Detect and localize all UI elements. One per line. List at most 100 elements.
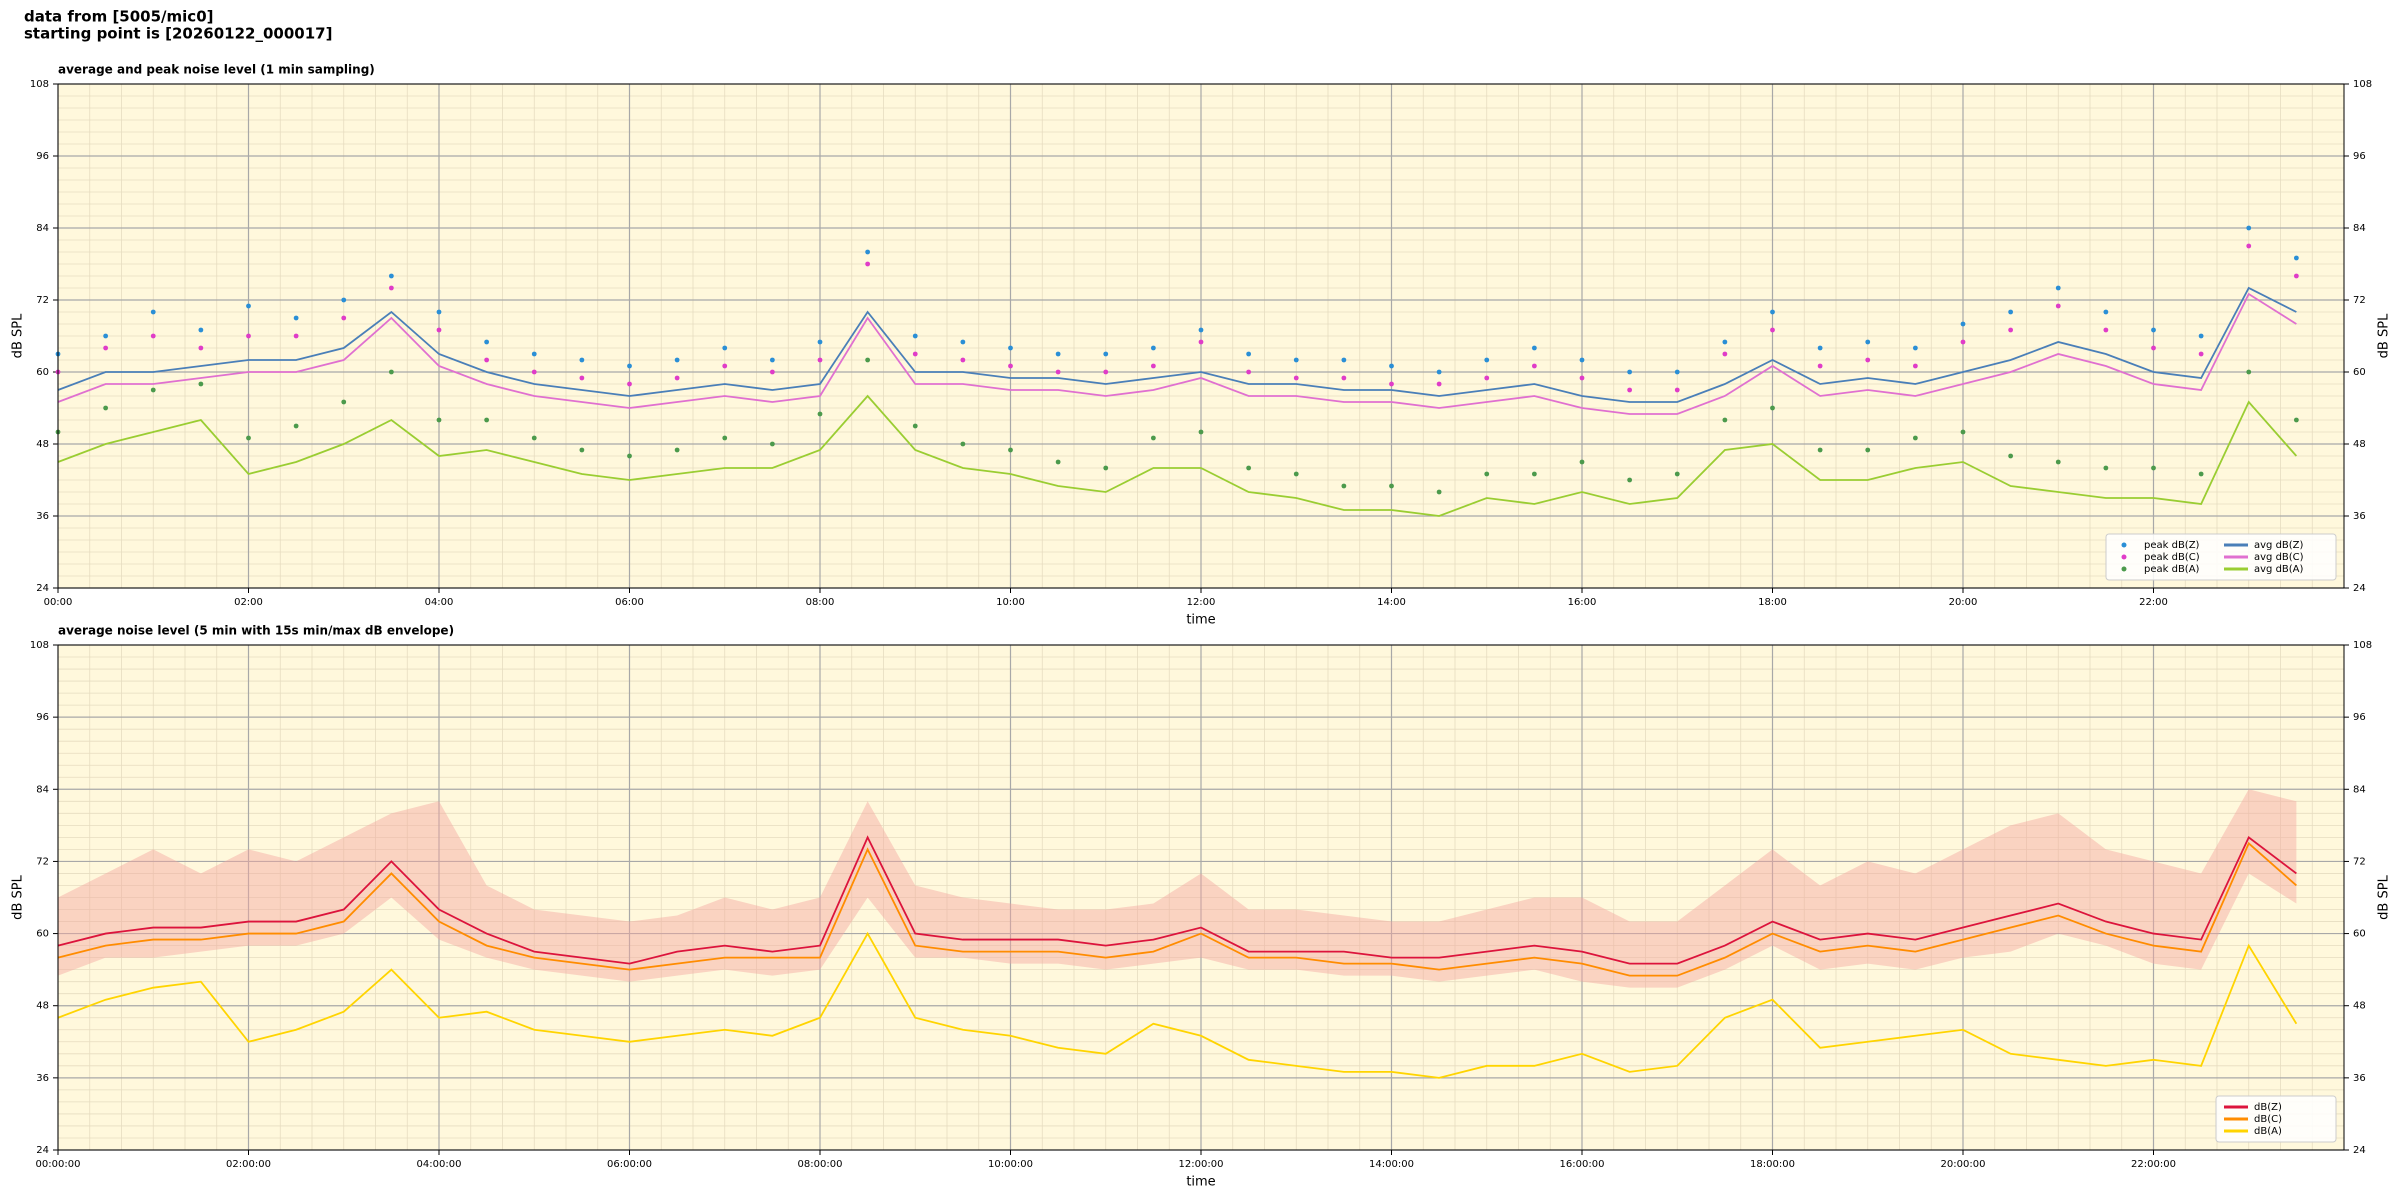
y-tick-label: 36: [36, 1073, 49, 1084]
peak-point: [627, 363, 632, 369]
peak-point: [1198, 429, 1204, 435]
peak-point: [150, 387, 156, 393]
peak-point: [1055, 459, 1061, 465]
y2-tick-label: 72: [2353, 856, 2366, 867]
y-tick-label: 48: [36, 439, 49, 450]
x-tick-label: 04:00:00: [417, 1159, 462, 1170]
peak-point: [2246, 225, 2252, 231]
peak-point: [1246, 465, 1252, 471]
y2-tick-label: 24: [2353, 1145, 2366, 1156]
envelope-band: [58, 789, 2297, 988]
peak-point: [1674, 369, 1680, 375]
peak-point: [674, 357, 680, 363]
peak-point: [341, 297, 347, 303]
peak-point: [1865, 447, 1871, 453]
peak-point: [1960, 321, 1966, 327]
header-line: data from [5005/mic0]: [24, 8, 214, 26]
peak-point: [1770, 327, 1775, 333]
legend-box: [2105, 533, 2337, 581]
peak-point: [1103, 351, 1109, 357]
x-tick-label: 22:00: [2139, 597, 2168, 608]
peak-point: [341, 315, 347, 321]
y2-axis-label: dB SPL: [2377, 874, 2392, 919]
y-tick-label: 36: [36, 511, 49, 522]
peak-point: [198, 345, 204, 351]
peak-point: [2293, 255, 2299, 261]
peak-point: [1531, 345, 1537, 351]
peak-point: [1341, 375, 1347, 381]
series-line: [57, 835, 2297, 965]
legend-label: peak dB(C): [2144, 552, 2200, 563]
plot-content: [57, 789, 2298, 1079]
x-tick-label: 00:00:00: [36, 1159, 81, 1170]
legend-marker: [2121, 542, 2127, 548]
y2-tick-label: 24: [2353, 583, 2366, 594]
peak-point: [817, 357, 823, 363]
legend-label: dB(Z): [2254, 1102, 2282, 1113]
peak-point: [960, 339, 966, 345]
y-axis-label: dB SPL: [11, 874, 26, 919]
x-tick-label: 18:00:00: [1750, 1159, 1795, 1170]
y-tick-label: 72: [36, 856, 49, 867]
peak-point: [1531, 471, 1537, 477]
peak-point: [1817, 345, 1823, 351]
x-tick-label: 08:00:00: [798, 1159, 843, 1170]
header-line: starting point is [20260122_000017]: [24, 25, 332, 43]
peak-point: [1817, 363, 1823, 369]
peak-point: [246, 303, 251, 309]
y2-axis-label: dB SPL: [2377, 313, 2392, 358]
peak-point: [1865, 339, 1871, 345]
peak-point: [531, 351, 537, 357]
peak-point: [436, 309, 442, 315]
peak-point: [1389, 483, 1394, 489]
legend-label: avg dB(Z): [2254, 540, 2304, 551]
peak-point: [2151, 327, 2156, 333]
y2-tick-label: 60: [2353, 367, 2366, 378]
series-line: [57, 931, 2298, 1079]
peak-point: [1627, 477, 1633, 483]
y2-tick-label: 36: [2353, 511, 2366, 522]
plot-content: [55, 225, 2299, 517]
y2-tick-label: 108: [2353, 79, 2372, 90]
peak-point: [1484, 471, 1490, 477]
peak-point: [1198, 327, 1204, 333]
peak-point: [484, 417, 490, 423]
peak-point: [1198, 339, 1204, 345]
peak-point: [2246, 369, 2252, 375]
peak-point: [2293, 273, 2299, 279]
y-tick-label: 84: [36, 223, 49, 234]
y-tick-label: 24: [36, 583, 49, 594]
legend-label: dB(A): [2254, 1126, 2282, 1137]
peak-point: [2198, 351, 2204, 357]
peak-point: [817, 411, 823, 417]
peak-point: [674, 447, 680, 453]
y-tick-label: 108: [30, 79, 49, 90]
x-tick-label: 16:00: [1568, 597, 1597, 608]
peak-point: [2055, 285, 2061, 291]
legend-label: peak dB(Z): [2144, 540, 2200, 551]
y2-tick-label: 72: [2353, 295, 2366, 306]
peak-point: [579, 447, 585, 453]
peak-point: [103, 405, 109, 411]
y-tick-label: 48: [36, 1001, 49, 1012]
peak-point: [1055, 369, 1061, 375]
peak-point: [1103, 465, 1109, 471]
x-tick-label: 20:00:00: [1941, 1159, 1986, 1170]
peak-point: [1436, 381, 1442, 387]
peak-point: [1008, 363, 1013, 369]
peak-point: [2008, 327, 2014, 333]
peak-point: [2103, 309, 2109, 315]
peak-point: [103, 345, 109, 351]
x-tick-label: 00:00: [44, 597, 73, 608]
peak-point: [1722, 417, 1728, 423]
peak-point: [1912, 435, 1918, 441]
peak-point: [2008, 309, 2014, 315]
y-tick-label: 108: [30, 640, 49, 651]
peak-point: [2246, 243, 2252, 249]
x-tick-label: 02:00: [234, 597, 263, 608]
peak-point: [1960, 429, 1966, 435]
peak-point: [769, 357, 775, 363]
peak-point: [293, 315, 299, 321]
y-tick-label: 60: [36, 929, 49, 940]
peak-point: [1531, 363, 1537, 369]
